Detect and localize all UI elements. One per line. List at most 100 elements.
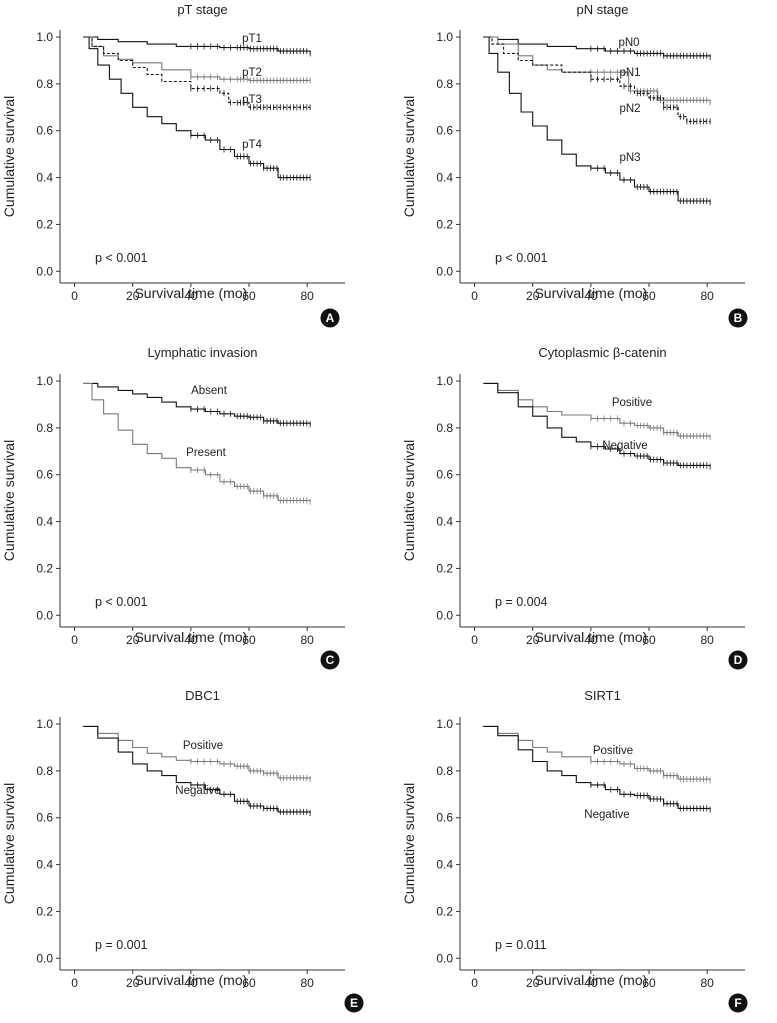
- p-value-label: p = 0.011: [495, 938, 547, 952]
- y-tick-label: 0.0: [436, 264, 453, 278]
- x-tick-label: 60: [242, 633, 256, 647]
- panel-badge-circle: [320, 650, 340, 670]
- x-axis-label: Survival time (mo): [134, 972, 247, 988]
- survival-curve-pt2: [83, 36, 311, 81]
- y-tick-label: 0.0: [436, 608, 453, 622]
- y-tick-label: 0.6: [36, 811, 53, 825]
- survival-curve-pn3: [483, 36, 711, 203]
- y-tick-label: 0.4: [36, 515, 53, 529]
- censor-marks: [190, 43, 311, 57]
- y-tick-label: 0.0: [436, 951, 453, 965]
- panel-badge: A: [320, 308, 340, 328]
- y-tick-label: 0.6: [36, 124, 53, 138]
- y-tick-label: 1.0: [436, 717, 453, 731]
- x-tick-label: 40: [184, 633, 198, 647]
- y-tick-label: 0.2: [36, 217, 53, 231]
- curve-label: Positive: [612, 397, 652, 409]
- y-tick-label: 0.8: [436, 764, 453, 778]
- x-axis-label: Survival time (mo): [534, 629, 647, 645]
- chart-title: DBC1: [185, 688, 220, 703]
- x-tick-label: 60: [242, 289, 256, 303]
- curve-label: pN0: [618, 37, 639, 49]
- survival-curve-negative: [483, 382, 711, 467]
- curve-label: pN3: [619, 152, 640, 164]
- x-tick-label: 0: [71, 633, 78, 647]
- curve-label: Negative: [602, 440, 647, 452]
- x-tick-label: 20: [526, 976, 540, 990]
- panel-badge: F: [728, 993, 748, 1013]
- panel-badge-circle: [344, 993, 364, 1013]
- p-value-label: p = 0.001: [95, 938, 148, 952]
- chart-panel-c: 0.0 0.2 0.4 0.6 0.8 1.0 0 20 40 60 80 Lymphatic inv…: [1, 345, 345, 670]
- x-axis-label: Survival time (mo): [534, 972, 647, 988]
- p-value-label: p < 0.001: [95, 595, 148, 609]
- x-tick-label: 40: [584, 633, 598, 647]
- panel-badge: D: [728, 650, 748, 670]
- survival-curve-negative: [483, 725, 711, 810]
- x-tick-label: 40: [584, 289, 598, 303]
- panel-badge: E: [344, 993, 364, 1013]
- censor-marks: [190, 758, 311, 783]
- y-tick-label: 1.0: [36, 374, 53, 388]
- censor-marks: [190, 781, 311, 817]
- y-tick-label: 0.2: [436, 217, 453, 231]
- y-tick-label: 0.8: [36, 77, 53, 91]
- y-axis-label: Cumulative survival: [1, 783, 17, 904]
- panel-badge-circle: [728, 650, 748, 670]
- censor-marks: [590, 415, 711, 441]
- curve-label: Present: [186, 447, 226, 459]
- p-value-label: p < 0.001: [95, 251, 148, 265]
- x-tick-label: 20: [126, 289, 140, 303]
- y-tick-label: 0.2: [36, 561, 53, 575]
- survival-curve-positive: [483, 382, 711, 438]
- panel-badge-letter: B: [734, 311, 743, 325]
- panel-badge: C: [320, 650, 340, 670]
- panel-badge-circle: [728, 993, 748, 1013]
- survival-curve-pt1: [83, 36, 311, 54]
- x-axis-label: Survival time (mo): [134, 285, 247, 301]
- x-tick-label: 60: [242, 976, 256, 990]
- y-tick-label: 0.6: [436, 468, 453, 482]
- censor-marks: [590, 45, 711, 60]
- censor-marks: [190, 467, 311, 505]
- x-tick-label: 80: [701, 633, 715, 647]
- y-axis-label: Cumulative survival: [401, 440, 417, 561]
- chart-title: pN stage: [576, 2, 628, 17]
- censor-marks: [190, 132, 311, 181]
- x-tick-label: 40: [184, 976, 198, 990]
- chart-title: Lymphatic invasion: [147, 345, 257, 360]
- y-tick-label: 1.0: [36, 30, 53, 44]
- survival-curve-present: [83, 382, 311, 502]
- y-tick-label: 0.6: [436, 124, 453, 138]
- x-tick-label: 40: [584, 976, 598, 990]
- y-tick-label: 0.0: [36, 608, 53, 622]
- chart-panel-f: 0.0 0.2 0.4 0.6 0.8 1.0 0 20 40 60 80 SIRT1 Cumulati…: [401, 688, 748, 1013]
- y-tick-label: 0.4: [36, 171, 53, 185]
- panel-badge-circle: [320, 308, 340, 328]
- y-tick-label: 0.8: [436, 421, 453, 435]
- curve-label: pN2: [619, 103, 640, 115]
- panel-badge-letter: A: [326, 311, 335, 325]
- survival-curve-pt3: [83, 36, 311, 108]
- censor-marks: [590, 165, 711, 206]
- censor-marks: [190, 73, 311, 84]
- y-tick-label: 0.6: [36, 468, 53, 482]
- y-tick-label: 1.0: [436, 374, 453, 388]
- p-value-label: p < 0.001: [495, 251, 548, 265]
- chart-panel-e: 0.0 0.2 0.4 0.6 0.8 1.0 0 20 40 60 80 DBC1 Cumulativ…: [1, 688, 364, 1013]
- censor-marks: [590, 443, 711, 470]
- curve-label: Absent: [191, 385, 228, 397]
- survival-curve-pt4: [83, 36, 311, 179]
- y-tick-label: 0.2: [36, 904, 53, 918]
- x-tick-label: 0: [471, 976, 478, 990]
- y-tick-label: 1.0: [436, 30, 453, 44]
- curve-label: pT3: [242, 94, 262, 106]
- panel-badge-letter: E: [350, 996, 358, 1010]
- x-tick-label: 20: [126, 633, 140, 647]
- y-tick-label: 0.0: [36, 951, 53, 965]
- curve-label: pT2: [242, 67, 262, 79]
- x-axis-label: Survival time (mo): [534, 285, 647, 301]
- x-tick-label: 20: [526, 289, 540, 303]
- y-tick-label: 0.0: [36, 264, 53, 278]
